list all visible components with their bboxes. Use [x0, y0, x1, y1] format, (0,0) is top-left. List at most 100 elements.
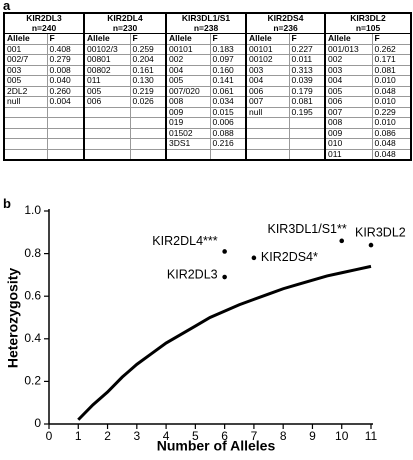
cell-text: 0.161 — [132, 65, 154, 75]
cell-text: 0.010 — [374, 96, 396, 106]
cell-text: 00102/3 — [87, 44, 118, 54]
cell-text: 0.262 — [374, 44, 396, 54]
y-axis-label: Heterozygosity — [5, 268, 21, 369]
cell-text: 0.011 — [291, 54, 313, 64]
cell-text: 0.141 — [212, 75, 234, 85]
cell-text: KIR2DL4 — [107, 13, 143, 23]
panel-label: a — [3, 0, 11, 13]
cell-text: 006 — [328, 96, 343, 106]
cell-text: 0.160 — [212, 65, 234, 75]
x-tick-label: 2 — [104, 429, 111, 443]
group-name: KIR3DL2 — [324, 13, 412, 24]
x-tick-label: 8 — [280, 429, 287, 443]
cell-text: 007 — [328, 107, 343, 117]
allele-table: KIR2DL3 KIR2DL4 KIR3DL1/S1 KIR2DS4 KIR3DL2 n=… — [3, 12, 412, 161]
group-n: n=105 — [324, 23, 412, 34]
y-tick-label: 0.6 — [24, 288, 41, 302]
data-row: 011 0.048 — [3, 148, 412, 161]
data-row: 003 0.008 00802 0.161 004 0.160 003 0.313 003 0.0… — [3, 64, 412, 76]
cell-text: 002 — [328, 54, 343, 64]
data-row: 01502 0.088 009 0.086 — [3, 127, 412, 139]
cell-text: 0.008 — [49, 65, 71, 75]
cell-text: F — [49, 33, 55, 43]
cell-text: 007/020 — [169, 86, 200, 96]
cell-text: 0.171 — [374, 54, 396, 64]
point-label: KIR3DL1/S1** — [268, 222, 347, 236]
point — [339, 238, 345, 244]
cell-text: Allele — [328, 33, 351, 43]
y-tick-label: 0 — [34, 416, 41, 430]
x-tick-label: 7 — [251, 429, 258, 443]
cell-text: n=240 — [31, 23, 57, 33]
cell-text: 0.219 — [132, 86, 154, 96]
x-tick-label: 9 — [309, 429, 316, 443]
cell-text: 00101 — [249, 44, 273, 54]
cell-text: KIR3DL2 — [350, 13, 386, 23]
cell-text: 0.204 — [132, 54, 154, 64]
cell-text: F — [132, 33, 138, 43]
cell-text: 0.048 — [374, 138, 396, 148]
data-row: 2DL2 0.260 005 0.219 007/020 0.061 006 0.179 005… — [3, 85, 412, 97]
cell-text: 009 — [328, 128, 343, 138]
cell-text: 004 — [169, 65, 184, 75]
cell-text: null — [249, 107, 263, 117]
cell-text: 0.179 — [291, 86, 313, 96]
cell-text: F — [291, 33, 297, 43]
cell-text: 001 — [7, 44, 22, 54]
cell-text: 005 — [87, 86, 102, 96]
cell-text: 006 — [87, 96, 102, 106]
data-row: 005 0.040 011 0.130 005 0.141 004 0.039 004 0.010 — [3, 75, 412, 87]
x-tick-label: 5 — [192, 429, 199, 443]
data-row: 3DS1 0.216 010 0.048 — [3, 138, 412, 150]
cell-text: n=230 — [112, 23, 138, 33]
cell-text: n=105 — [355, 23, 381, 33]
cell-text: 011 — [87, 75, 101, 85]
cell-text: 0.026 — [132, 96, 154, 106]
point — [251, 255, 257, 261]
cell-text: 019 — [169, 117, 184, 127]
cell-text: 0.010 — [374, 117, 396, 127]
cell-text: 003 — [249, 65, 264, 75]
cell-text: 001/013 — [328, 44, 359, 54]
cell-text: 01502 — [169, 128, 193, 138]
x-tick-label: 6 — [221, 429, 228, 443]
cell-text: 0.227 — [291, 44, 313, 54]
x-tick-label: 4 — [163, 429, 170, 443]
cell-text: Allele — [7, 33, 30, 43]
cell-text: 0.216 — [212, 138, 234, 148]
cell-text: 0.010 — [374, 75, 396, 85]
cell-text: 0.097 — [212, 54, 234, 64]
panel-label: b — [3, 196, 11, 211]
cell-text: 0.039 — [291, 75, 313, 85]
cell-text: KIR2DL3 — [26, 13, 62, 23]
cell-text: KIR3DL1/S1 — [181, 13, 231, 23]
group-n-row: n=240 n=230 n=238 n=236 n=105 — [3, 23, 412, 34]
y-tick-label: 0.4 — [24, 331, 41, 345]
cell-text: 00801 — [87, 54, 111, 64]
cell-text: 0.081 — [374, 65, 396, 75]
cell-text: 003 — [328, 65, 343, 75]
cell-text: 0.279 — [49, 54, 71, 64]
x-tick-label: 3 — [133, 429, 140, 443]
y-tick-label: 0.8 — [24, 246, 41, 260]
y-tick-label: 1.0 — [24, 203, 41, 217]
cell-text: 0.086 — [374, 128, 396, 138]
cell-text: 008 — [169, 96, 184, 106]
point — [222, 249, 227, 254]
cell-text: 0.061 — [212, 86, 234, 96]
cell-text: 010 — [328, 138, 343, 148]
cell-text: 0.048 — [374, 86, 396, 96]
cell-text: 0.081 — [291, 96, 313, 106]
x-tick-label: 1 — [75, 429, 82, 443]
cell-text: 0.015 — [212, 107, 234, 117]
data-row: 009 0.015 null 0.195 007 0.229 — [3, 106, 412, 118]
cell-text: Allele — [249, 33, 272, 43]
cell-text: 0.048 — [374, 149, 396, 159]
point — [368, 242, 374, 248]
table-cell: 0.048 — [371, 148, 412, 161]
point — [222, 274, 227, 280]
cell-text: 0.183 — [212, 44, 234, 54]
cell-text: null — [7, 96, 21, 106]
cell-text: Allele — [87, 33, 110, 43]
